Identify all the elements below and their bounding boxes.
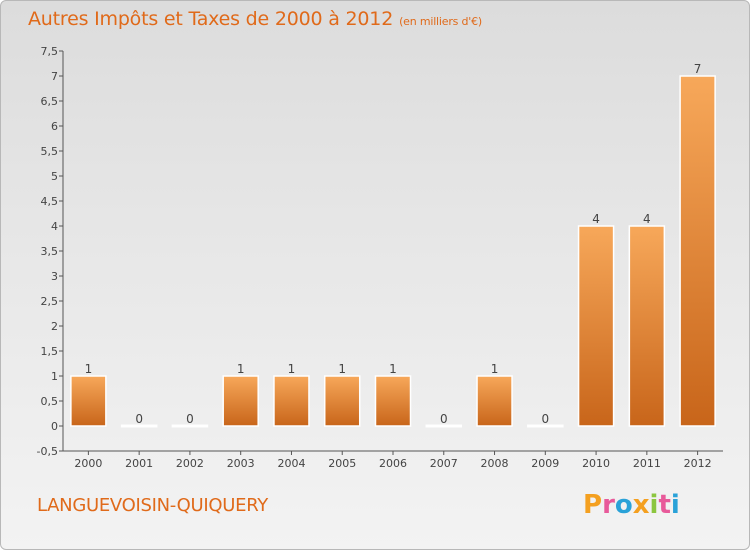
y-tick-label: 3,5: [41, 245, 59, 258]
bar: [70, 375, 107, 427]
y-tick-label: 5,5: [41, 145, 59, 158]
bar: [476, 375, 513, 427]
bar: [679, 75, 716, 427]
data-label: 1: [288, 362, 296, 376]
bar: [323, 375, 361, 427]
data-label: 1: [237, 362, 245, 376]
axes: -0,5 0 0,5 1 1,5 2 2,5 3 3,5 4 4,5 5 5,5 6 6,5 7 7,5 2000…: [37, 45, 723, 470]
y-tick-label: 1: [51, 370, 58, 383]
data-label: 1: [85, 362, 93, 376]
x-tick-label: 2005: [328, 457, 356, 470]
x-tick-label: 2003: [227, 457, 255, 470]
y-tick-label: 2: [51, 320, 58, 333]
x-tick-label: 2006: [379, 457, 407, 470]
data-label: 4: [643, 212, 651, 226]
bar: [628, 225, 666, 427]
bar: [374, 375, 412, 427]
bars: [70, 75, 716, 428]
data-label: 7: [694, 62, 702, 76]
y-tick-label: 5: [51, 170, 58, 183]
x-tick-label: 2002: [176, 457, 204, 470]
y-tick-label: 4: [51, 220, 58, 233]
data-label: 1: [491, 362, 499, 376]
x-tick-label: 2007: [430, 457, 458, 470]
labels: 1 0 0 1 1 1 1 0 1 0 4 4 7: [85, 62, 702, 426]
y-tick-label: 0,5: [41, 395, 59, 408]
chart-title: Autres Impôts et Taxes de 2000 à 2012 (en…: [28, 8, 482, 30]
x-tick-label: 2009: [531, 457, 559, 470]
logo-letter: P: [583, 490, 603, 520]
data-label: 0: [186, 412, 194, 426]
y-tick-label: 1,5: [41, 345, 59, 358]
y-tick-label: 0: [51, 420, 58, 433]
data-label: 0: [440, 412, 448, 426]
y-tick-label: 4,5: [41, 195, 59, 208]
logo-letter: t: [658, 490, 671, 520]
data-label: 4: [592, 212, 600, 226]
y-tick-label: 3: [51, 270, 58, 283]
logo-letter: i: [670, 490, 680, 520]
data-label: 0: [135, 412, 143, 426]
y-tick-label: 7: [51, 70, 58, 83]
logo-letter: r: [602, 490, 615, 520]
x-tick-label: 2012: [684, 457, 712, 470]
y-tick-label: 7,5: [41, 45, 59, 58]
data-label: 1: [389, 362, 397, 376]
chart-unit: (en milliers d'€): [399, 15, 482, 28]
logo-letter: i: [649, 490, 659, 520]
y-tick-label: 6: [51, 120, 58, 133]
x-tick-label: 2004: [277, 457, 305, 470]
x-tick-label: 2000: [74, 457, 102, 470]
y-tick-label: 6,5: [41, 95, 59, 108]
x-tick-label: 2008: [481, 457, 509, 470]
bar: [120, 424, 158, 428]
y-tick-label: 2,5: [41, 295, 59, 308]
bar: [527, 424, 564, 428]
x-tick-label: 2010: [582, 457, 610, 470]
bar: [222, 375, 259, 427]
x-tick-label: 2001: [125, 457, 153, 470]
proxiti-logo[interactable]: Proxiti: [583, 490, 680, 520]
data-label: 0: [541, 412, 549, 426]
y-tick-label: -0,5: [37, 445, 58, 458]
commune-name: LANGUEVOISIN-QUIQUERY: [37, 495, 268, 516]
bar: [273, 375, 310, 427]
x-tick-label: 2011: [633, 457, 661, 470]
bar: [171, 424, 209, 428]
logo-letter: o: [614, 490, 633, 520]
data-label: 1: [338, 362, 346, 376]
bar: [425, 424, 463, 428]
logo-letter: x: [632, 490, 650, 520]
bar: [577, 225, 615, 427]
